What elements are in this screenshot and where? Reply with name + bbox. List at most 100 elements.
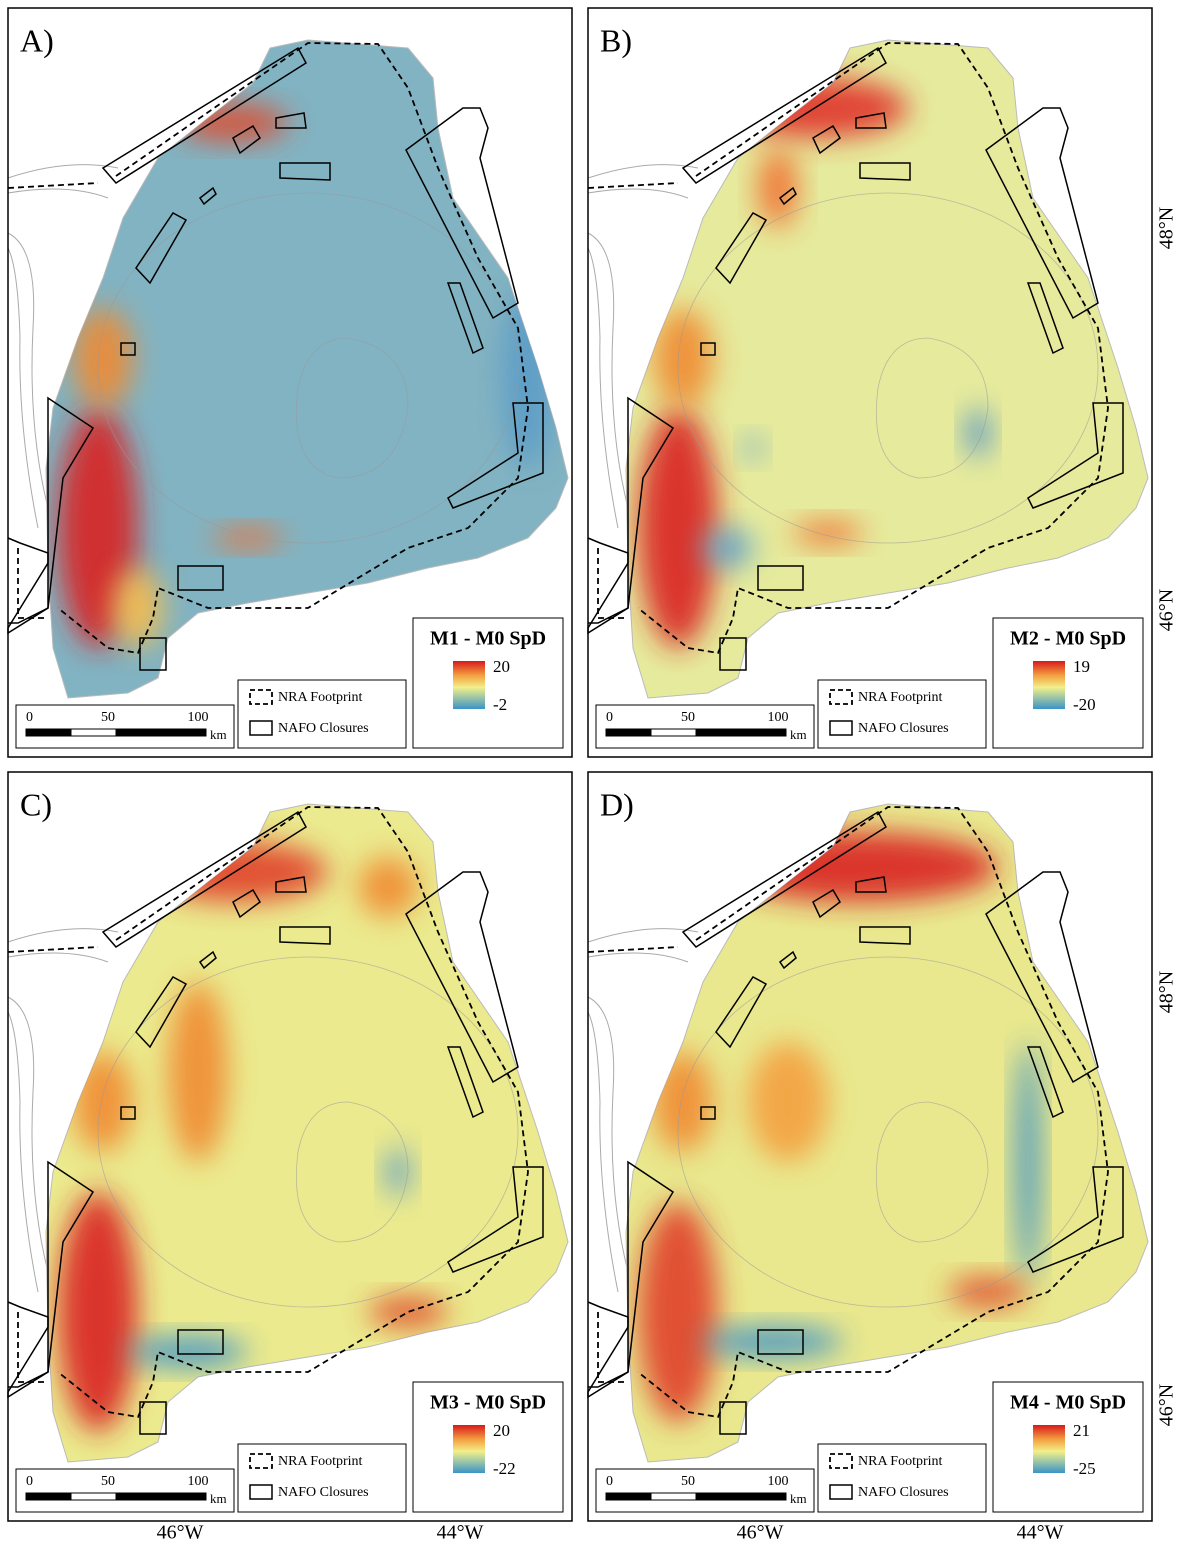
nafo-closure — [859, 162, 911, 181]
nafo-closure — [7, 1301, 49, 1388]
nafo-closure — [681, 810, 887, 948]
nafo-closure — [855, 876, 887, 893]
nafo-closure — [587, 537, 629, 624]
heat-blob — [386, 1147, 410, 1197]
colorbar — [453, 661, 485, 709]
colorbar — [1033, 1425, 1065, 1473]
panel-label: C) — [20, 786, 52, 822]
scalebar-segment — [115, 728, 207, 737]
nafo-closure — [279, 926, 331, 945]
isobath — [587, 928, 699, 1293]
map-panel: D) M4 - M0 SpD 21 -25 NRA Footprint NAFO Clos… — [587, 771, 1153, 1522]
latitude-label: 46°N — [1156, 1384, 1178, 1426]
legend-title: M3 - M0 SpD — [430, 1392, 546, 1414]
scalebar-segment — [70, 1492, 117, 1501]
scalebar-unit: km — [210, 1491, 227, 1506]
heat-blob — [148, 842, 328, 902]
nafo-closure — [101, 46, 307, 184]
nafo-closure — [275, 876, 307, 893]
nafo-closure — [1027, 1166, 1124, 1273]
nra-footprint — [587, 42, 1109, 655]
nafo-closure — [700, 342, 716, 356]
closure-label: NAFO Closures — [858, 1485, 949, 1500]
nafo-closure — [447, 1166, 544, 1273]
heat-blob — [1016, 1042, 1040, 1282]
colorbar-max: 20 — [493, 1421, 510, 1440]
footprint-label: NRA Footprint — [278, 690, 363, 705]
isobath — [7, 928, 119, 1293]
nafo-closure — [757, 565, 804, 591]
nafo-closure — [405, 107, 519, 320]
map-panel: A) M1 - M0 SpD 20 -2 NRA Footprint NAFO Closu… — [7, 7, 573, 758]
scalebar-box — [15, 704, 235, 749]
nafo-closure — [715, 212, 768, 285]
panel-frame — [7, 7, 573, 758]
closure-label: NAFO Closures — [278, 721, 369, 736]
nafo-closure — [812, 888, 841, 919]
scalebar-tick: 0 — [606, 710, 613, 725]
colorbar-min: -20 — [1073, 695, 1096, 714]
scalebar-tick: 100 — [188, 710, 209, 725]
legend-box — [412, 617, 564, 749]
closure-swatch — [249, 720, 273, 736]
scalebar-tick: 50 — [101, 1474, 115, 1489]
scalebar-tick: 0 — [26, 710, 33, 725]
nafo-closure — [177, 565, 224, 591]
closure-swatch — [249, 1484, 273, 1500]
nafo-closure — [1026, 1046, 1064, 1119]
footprint-swatch — [249, 689, 273, 705]
colorbar-max: 19 — [1073, 657, 1090, 676]
nafo-closure — [135, 212, 188, 285]
inner-isobath — [295, 337, 409, 479]
line-legend-box — [817, 679, 987, 749]
footprint-label: NRA Footprint — [858, 690, 943, 705]
colorbar-max: 20 — [493, 657, 510, 676]
nafo-closure — [198, 950, 217, 970]
heat-blob — [73, 308, 133, 408]
heat-blob — [948, 1277, 1028, 1307]
footprint-swatch — [829, 1453, 853, 1469]
nafo-closure — [232, 888, 261, 919]
nafo-closure — [587, 396, 675, 635]
latitude-label: 48°N — [1156, 207, 1178, 249]
legend-box — [992, 1381, 1144, 1513]
inner-isobath — [875, 337, 989, 479]
heat-blob — [728, 78, 908, 138]
scalebar-unit: km — [790, 727, 807, 742]
panel-label: A) — [20, 22, 54, 58]
nra-footprint — [7, 806, 529, 1419]
legend-title: M1 - M0 SpD — [430, 628, 546, 650]
nafo-closure — [719, 1401, 747, 1435]
isobath — [7, 164, 119, 529]
heat-blob — [743, 436, 763, 460]
latitude-label: 46°N — [1156, 589, 1178, 631]
heat-layer — [638, 832, 1040, 1422]
line-legend-box — [237, 679, 407, 749]
colorbar — [453, 1425, 485, 1473]
nafo-closure — [446, 282, 484, 355]
nafo-closure — [135, 976, 188, 1049]
latitude-label: 48°N — [1156, 971, 1178, 1013]
nafo-closure — [587, 1301, 629, 1388]
map-panel: B) M2 - M0 SpD 19 -20 NRA Footprint NAFO Clos… — [587, 7, 1153, 758]
scalebar-segment — [25, 728, 72, 737]
nafo-closure — [7, 537, 49, 624]
heat-blob — [653, 1052, 713, 1152]
line-legend-box — [817, 1443, 987, 1513]
scalebar-tick: 50 — [681, 710, 695, 725]
nafo-closure — [778, 950, 797, 970]
colorbar-max: 21 — [1073, 1421, 1090, 1440]
nafo-closure — [446, 1046, 484, 1119]
nafo-closure — [719, 637, 747, 671]
nafo-closure — [1027, 402, 1124, 509]
colorbar-min: -25 — [1073, 1459, 1096, 1478]
heat-blob — [638, 1202, 718, 1422]
closure-label: NAFO Closures — [278, 1485, 369, 1500]
scalebar-tick: 100 — [188, 1474, 209, 1489]
nafo-closure — [7, 1160, 95, 1399]
nafo-closure — [1026, 282, 1064, 355]
nafo-closure — [101, 810, 307, 948]
nafo-closure — [139, 1401, 167, 1435]
nafo-closure — [177, 1329, 224, 1355]
nafo-closure — [700, 1106, 716, 1120]
